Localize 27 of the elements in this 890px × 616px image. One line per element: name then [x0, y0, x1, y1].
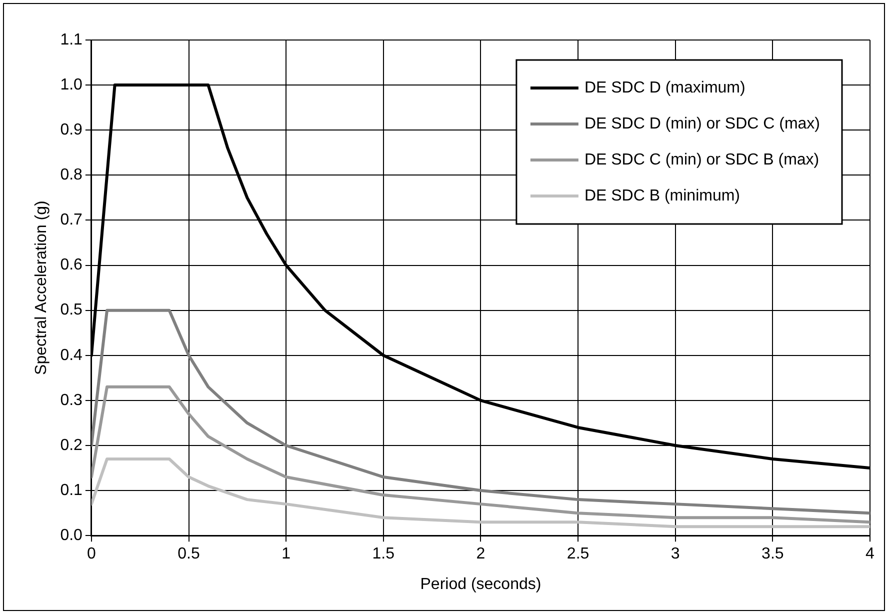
x-tick-label: 2.5: [566, 546, 590, 563]
y-tick-label: 0.4: [60, 346, 83, 364]
x-tick-label: 4: [866, 546, 875, 563]
x-tick-label: 1: [282, 546, 291, 563]
x-tick-label: 3: [670, 546, 680, 563]
legend-label: DE SDC D (maximum): [584, 79, 746, 96]
legend-label: DE SDC D (min) or SDC C (max): [584, 115, 820, 132]
y-tick-label: 1.0: [60, 76, 83, 94]
legend-label: DE SDC B (minimum): [584, 187, 740, 204]
y-tick-label: 0.3: [60, 392, 83, 409]
legend-label: DE SDC C (min) or SDC B (max): [584, 151, 820, 168]
y-tick-label: 0.7: [60, 212, 83, 229]
y-tick-label: 1.1: [60, 31, 83, 48]
y-tick-label: 0.5: [60, 302, 83, 319]
x-tick-label: 1.5: [372, 546, 395, 563]
x-tick-label: 3.5: [762, 546, 784, 563]
x-axis-title: Period (seconds): [420, 576, 542, 593]
x-tick-label: 0: [86, 546, 96, 563]
y-tick-label: 0.6: [60, 256, 83, 274]
y-axis-title: Spectral Acceleration (g): [33, 200, 50, 375]
y-tick-label: 0.8: [60, 166, 83, 184]
y-tick-label: 0.1: [60, 482, 83, 499]
y-tick-label: 0.9: [60, 122, 83, 139]
x-tick-label: 0.5: [178, 546, 200, 563]
x-tick-label: 2: [476, 546, 486, 563]
y-tick-label: 0.2: [60, 436, 83, 454]
y-tick-label: 0.0: [60, 527, 83, 544]
